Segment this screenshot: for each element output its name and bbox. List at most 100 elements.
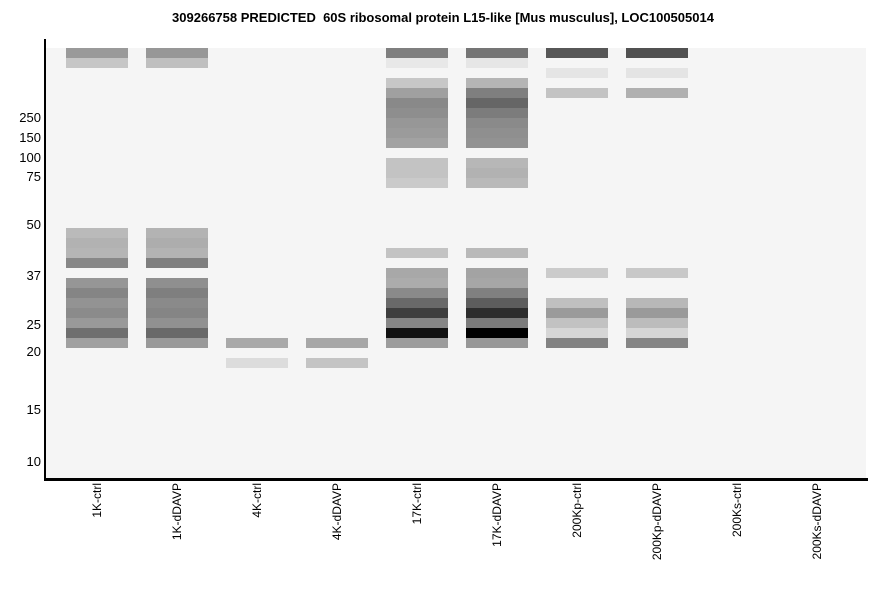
gel-band bbox=[466, 58, 528, 68]
gel-band bbox=[546, 68, 608, 78]
gel-band bbox=[146, 298, 208, 308]
gel-band bbox=[146, 338, 208, 348]
gel-band bbox=[146, 48, 208, 58]
gel-band bbox=[546, 338, 608, 348]
gel-band bbox=[386, 278, 448, 288]
gel-band bbox=[386, 108, 448, 118]
gel-band bbox=[466, 158, 528, 168]
gel-band bbox=[626, 328, 688, 338]
gel-band bbox=[386, 338, 448, 348]
gel-band bbox=[466, 298, 528, 308]
gel-band bbox=[66, 338, 128, 348]
gel-band bbox=[466, 328, 528, 338]
gel-band bbox=[546, 298, 608, 308]
gel-band bbox=[146, 308, 208, 318]
gel-band bbox=[466, 118, 528, 128]
x-axis-label: 1K-dDAVP bbox=[170, 483, 184, 541]
y-tick-label: 75 bbox=[26, 169, 41, 184]
x-axis-label: 4K-dDAVP bbox=[330, 483, 344, 541]
gel-band bbox=[146, 278, 208, 288]
y-tick-label: 25 bbox=[26, 317, 41, 332]
x-axis-label: 1K-ctrl bbox=[90, 483, 104, 518]
gel-band bbox=[66, 288, 128, 298]
gel-band bbox=[466, 88, 528, 98]
gel-band bbox=[66, 318, 128, 328]
gel-band bbox=[146, 288, 208, 298]
y-tick-label: 100 bbox=[19, 150, 41, 165]
x-axis-label: 200Kp-dDAVP bbox=[650, 483, 664, 561]
gel-band bbox=[466, 248, 528, 258]
chart-title: 309266758 PREDICTED 60S ribosomal protei… bbox=[172, 10, 714, 25]
y-tick-label: 150 bbox=[19, 130, 41, 145]
gel-band bbox=[386, 268, 448, 278]
gel-band bbox=[386, 158, 448, 168]
gel-band bbox=[466, 178, 528, 188]
y-tick-label: 50 bbox=[26, 217, 41, 232]
gel-band bbox=[626, 298, 688, 308]
gel-band bbox=[626, 268, 688, 278]
gel-band bbox=[466, 318, 528, 328]
y-tick-label: 15 bbox=[26, 402, 41, 417]
gel-band bbox=[546, 268, 608, 278]
gel-band bbox=[66, 238, 128, 248]
gel-band bbox=[466, 308, 528, 318]
gel-band bbox=[466, 278, 528, 288]
gel-band bbox=[386, 308, 448, 318]
gel-band bbox=[386, 58, 448, 68]
gel-band bbox=[626, 338, 688, 348]
gel-band bbox=[386, 118, 448, 128]
gel-band bbox=[146, 238, 208, 248]
gel-band bbox=[146, 328, 208, 338]
gel-band bbox=[466, 98, 528, 108]
gel-band bbox=[66, 258, 128, 268]
gel-band bbox=[626, 318, 688, 328]
gel-band bbox=[546, 88, 608, 98]
gel-band bbox=[466, 268, 528, 278]
gel-band bbox=[66, 228, 128, 238]
x-axis-label: 200Ks-ctrl bbox=[730, 483, 744, 538]
gel-band bbox=[386, 88, 448, 98]
x-axis-line bbox=[44, 478, 868, 481]
gel-band bbox=[386, 288, 448, 298]
gel-band bbox=[546, 318, 608, 328]
x-axis-label: 4K-ctrl bbox=[250, 483, 264, 518]
gel-band bbox=[466, 138, 528, 148]
gel-band bbox=[386, 318, 448, 328]
gel-band bbox=[306, 338, 368, 348]
y-axis-line bbox=[44, 39, 46, 481]
gel-band bbox=[386, 128, 448, 138]
gel-band bbox=[466, 78, 528, 88]
x-axis-label: 200Kp-ctrl bbox=[570, 483, 584, 538]
gel-band bbox=[306, 358, 368, 368]
gel-band bbox=[66, 298, 128, 308]
gel-band bbox=[466, 128, 528, 138]
gel-band bbox=[226, 338, 288, 348]
x-axis-label: 17K-ctrl bbox=[410, 483, 424, 525]
gel-band bbox=[466, 338, 528, 348]
gel-band bbox=[146, 248, 208, 258]
gel-band bbox=[466, 48, 528, 58]
x-axis-label: 17K-dDAVP bbox=[490, 483, 504, 547]
gel-band bbox=[386, 78, 448, 88]
x-axis-label: 200Ks-dDAVP bbox=[810, 483, 824, 560]
gel-band bbox=[226, 358, 288, 368]
gel-band bbox=[66, 308, 128, 318]
gel-band bbox=[146, 228, 208, 238]
gel-band bbox=[626, 308, 688, 318]
gel-band bbox=[466, 108, 528, 118]
gel-band bbox=[626, 88, 688, 98]
gel-band bbox=[626, 48, 688, 58]
gel-band bbox=[386, 328, 448, 338]
gel-band bbox=[386, 48, 448, 58]
y-tick-label: 250 bbox=[19, 110, 41, 125]
gel-band bbox=[546, 308, 608, 318]
gel-band bbox=[146, 258, 208, 268]
gel-band bbox=[386, 138, 448, 148]
gel-band bbox=[66, 278, 128, 288]
gel-band bbox=[66, 58, 128, 68]
gel-band bbox=[626, 68, 688, 78]
gel-band bbox=[386, 98, 448, 108]
gel-band bbox=[386, 168, 448, 178]
y-tick-label: 10 bbox=[26, 454, 41, 469]
